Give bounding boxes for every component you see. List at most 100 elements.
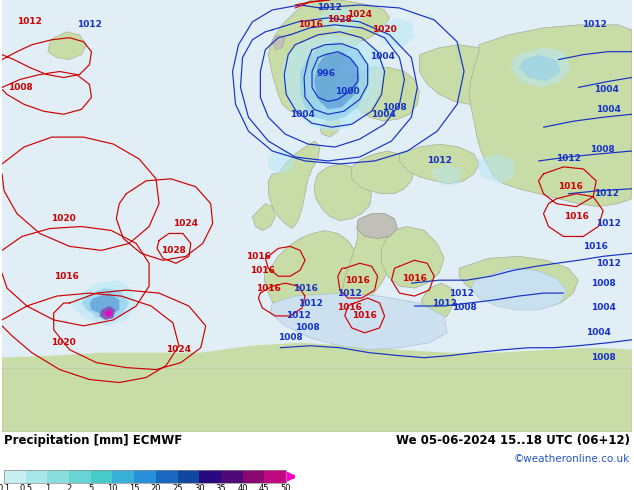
Text: 35: 35	[216, 485, 226, 490]
Text: 10: 10	[107, 485, 118, 490]
Text: We 05-06-2024 15..18 UTC (06+12): We 05-06-2024 15..18 UTC (06+12)	[396, 435, 630, 447]
Text: 1016: 1016	[346, 276, 370, 285]
Polygon shape	[357, 214, 398, 239]
Polygon shape	[72, 280, 136, 326]
Text: 1012: 1012	[596, 259, 621, 268]
Polygon shape	[314, 164, 372, 220]
Polygon shape	[511, 48, 571, 87]
Text: 1012: 1012	[582, 21, 607, 29]
Polygon shape	[342, 223, 392, 313]
Text: 20: 20	[151, 485, 161, 490]
Bar	[178, 470, 199, 483]
Text: 0.5: 0.5	[19, 485, 32, 490]
Text: 1012: 1012	[593, 189, 619, 198]
Text: 996: 996	[316, 69, 335, 78]
Polygon shape	[268, 141, 320, 228]
Text: 1004: 1004	[596, 105, 621, 114]
Text: 1012: 1012	[427, 156, 451, 166]
Polygon shape	[252, 204, 275, 230]
Text: 1012: 1012	[432, 298, 456, 308]
Bar	[199, 470, 221, 483]
Polygon shape	[270, 293, 447, 350]
Text: Precipitation [mm] ECMWF: Precipitation [mm] ECMWF	[4, 435, 182, 447]
Text: 1024: 1024	[347, 10, 372, 20]
Text: 1016: 1016	[293, 284, 318, 293]
Text: 1012: 1012	[556, 154, 581, 164]
Polygon shape	[352, 151, 415, 194]
Polygon shape	[100, 306, 115, 320]
Text: 1008: 1008	[278, 333, 302, 343]
Text: 1012: 1012	[77, 21, 102, 29]
Text: 1016: 1016	[250, 266, 275, 275]
Text: 1004: 1004	[290, 110, 314, 119]
Text: 40: 40	[237, 485, 248, 490]
Polygon shape	[268, 0, 389, 114]
Polygon shape	[477, 154, 514, 184]
Text: 1016: 1016	[353, 312, 377, 320]
Text: 1016: 1016	[564, 212, 589, 221]
Polygon shape	[320, 114, 340, 137]
Text: ©weatheronline.co.uk: ©weatheronline.co.uk	[514, 454, 630, 465]
Polygon shape	[272, 35, 285, 49]
Bar	[264, 470, 286, 483]
Polygon shape	[2, 368, 632, 432]
Text: 1: 1	[45, 485, 50, 490]
Polygon shape	[89, 293, 119, 316]
Bar	[48, 470, 69, 483]
Bar	[91, 470, 112, 483]
Bar	[4, 470, 286, 483]
Text: 1024: 1024	[166, 345, 191, 354]
Text: 45: 45	[259, 485, 269, 490]
Text: 30: 30	[194, 485, 205, 490]
Text: 1008: 1008	[590, 145, 614, 153]
Text: 15: 15	[129, 485, 139, 490]
Polygon shape	[348, 68, 419, 121]
Polygon shape	[419, 45, 504, 104]
Text: 1008: 1008	[8, 83, 32, 92]
Text: 1008: 1008	[451, 303, 476, 313]
Polygon shape	[519, 55, 560, 81]
Text: 1008: 1008	[382, 103, 407, 112]
Text: 1016: 1016	[297, 21, 323, 29]
Text: 1012: 1012	[596, 219, 621, 228]
Text: 1004: 1004	[591, 303, 616, 313]
Bar	[26, 470, 48, 483]
Text: 1016: 1016	[558, 182, 583, 191]
Text: 25: 25	[172, 485, 183, 490]
Polygon shape	[431, 164, 461, 187]
Polygon shape	[82, 288, 129, 320]
Bar	[4, 470, 26, 483]
Text: 2: 2	[67, 485, 72, 490]
Text: 1012: 1012	[18, 17, 42, 26]
Text: 50: 50	[281, 485, 291, 490]
Polygon shape	[300, 42, 370, 121]
Text: 1012: 1012	[337, 289, 362, 297]
Text: 0.1: 0.1	[0, 485, 11, 490]
Text: 1028: 1028	[327, 15, 353, 24]
Text: 1028: 1028	[162, 246, 186, 255]
Text: 1016: 1016	[402, 274, 427, 283]
Polygon shape	[268, 149, 295, 174]
Text: 1016: 1016	[246, 252, 271, 261]
Polygon shape	[469, 25, 632, 207]
Text: 1008: 1008	[591, 279, 616, 288]
Bar	[243, 470, 264, 483]
Text: 1012: 1012	[286, 312, 311, 320]
Text: 1004: 1004	[370, 52, 395, 61]
Text: 1020: 1020	[51, 338, 76, 347]
Text: 1020: 1020	[51, 214, 76, 223]
Polygon shape	[399, 144, 479, 184]
Polygon shape	[2, 343, 632, 368]
Text: 1004: 1004	[371, 110, 396, 119]
Text: 1000: 1000	[335, 87, 360, 96]
Text: 1016: 1016	[583, 242, 607, 251]
Text: 1020: 1020	[372, 25, 397, 34]
Polygon shape	[314, 51, 359, 109]
Text: 1008: 1008	[295, 323, 320, 332]
Text: 1008: 1008	[591, 353, 616, 362]
Bar	[134, 470, 156, 483]
Polygon shape	[459, 256, 578, 308]
Text: 1004: 1004	[586, 328, 611, 337]
Text: 1012: 1012	[297, 298, 323, 308]
Text: 1004: 1004	[593, 85, 619, 94]
